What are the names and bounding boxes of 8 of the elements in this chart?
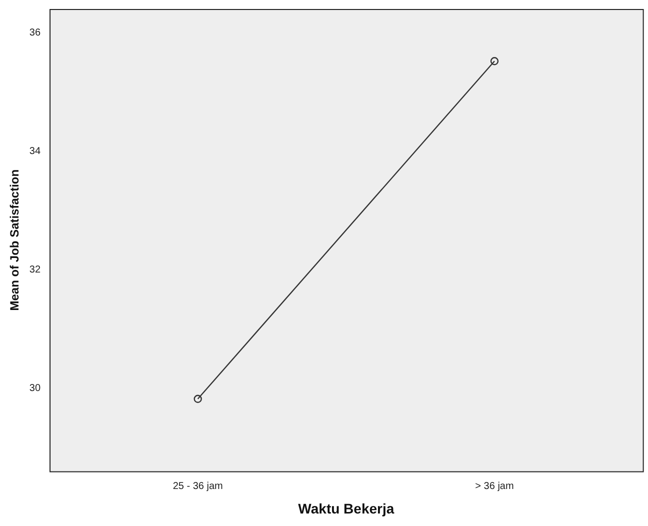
y-tick-label: 30	[29, 382, 41, 394]
y-tick-label: 32	[29, 264, 41, 276]
x-tick-label: 25 - 36 jam	[172, 480, 223, 492]
y-axis-title: Mean of Job Satisfaction	[8, 169, 22, 311]
x-axis-title: Waktu Bekerja	[298, 500, 394, 516]
x-tick-label: > 36 jam	[475, 480, 514, 492]
y-tick-label: 34	[29, 146, 41, 157]
y-tick-label: 36	[29, 27, 41, 38]
